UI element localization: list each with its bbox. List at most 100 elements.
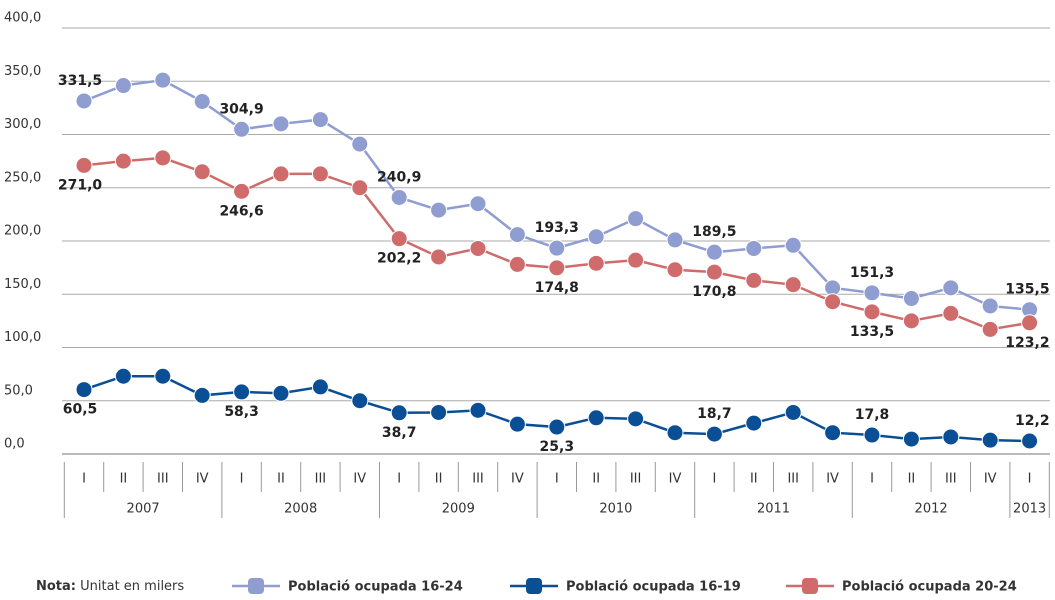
data-label: 18,7: [697, 406, 732, 422]
data-label: 17,8: [855, 407, 890, 423]
y-tick-label: 150,0: [4, 277, 41, 292]
data-point: [627, 210, 645, 228]
data-point: [548, 418, 566, 436]
data-point: [75, 156, 93, 174]
data-point: [193, 163, 211, 181]
data-point: [587, 254, 605, 272]
x-tick-label: IV: [196, 472, 209, 487]
y-tick-label: 0,0: [4, 437, 25, 452]
legend-label: Població ocupada 16-24: [288, 580, 463, 595]
data-label: 123,2: [1005, 335, 1049, 351]
data-point: [942, 428, 960, 446]
data-label: 170,8: [692, 284, 736, 300]
data-point: [942, 279, 960, 297]
y-tick-label: 100,0: [4, 330, 41, 345]
y-tick-label: 400,0: [4, 11, 41, 26]
data-point: [666, 261, 684, 279]
data-point: [981, 431, 999, 449]
data-point: [902, 312, 920, 330]
data-point: [272, 165, 290, 183]
data-point: [311, 165, 329, 183]
data-point: [114, 152, 132, 170]
data-label: 135,5: [1005, 282, 1049, 298]
data-point: [784, 403, 802, 421]
y-tick-label: 50,0: [4, 383, 33, 398]
data-point: [705, 425, 723, 443]
x-tick-label: I: [397, 472, 401, 487]
legend-label: Població ocupada 20-24: [842, 580, 1017, 595]
x-tick-label: I: [240, 472, 244, 487]
x-tick-label: II: [908, 472, 916, 487]
data-point: [784, 276, 802, 294]
data-label: 304,9: [219, 101, 263, 117]
data-point: [193, 386, 211, 404]
data-point: [705, 243, 723, 261]
data-point: [863, 426, 881, 444]
data-point: [114, 77, 132, 95]
data-label: 193,3: [535, 220, 579, 236]
data-point: [430, 403, 448, 421]
data-label: 60,5: [63, 402, 98, 418]
note-text: Unitat en milers: [80, 579, 184, 594]
data-label: 240,9: [377, 169, 421, 185]
note: Nota: Unitat en milers: [36, 579, 184, 594]
data-point: [666, 424, 684, 442]
data-label: 189,5: [692, 224, 736, 240]
x-tick-label: IV: [826, 472, 839, 487]
data-point: [902, 430, 920, 448]
data-label: 151,3: [850, 265, 894, 281]
x-tick-label: II: [750, 472, 758, 487]
y-tick-label: 200,0: [4, 224, 41, 239]
data-label: 202,2: [377, 251, 421, 267]
data-point: [902, 290, 920, 308]
data-label: 331,5: [58, 73, 102, 89]
x-tick-label: I: [555, 472, 559, 487]
data-point: [469, 195, 487, 213]
year-label: 2013: [1013, 502, 1046, 517]
x-tick-label: I: [82, 472, 86, 487]
data-point: [666, 231, 684, 249]
data-point: [508, 226, 526, 244]
data-point: [1021, 314, 1039, 332]
data-point: [233, 120, 251, 138]
y-tick-label: 350,0: [4, 64, 41, 79]
data-point: [469, 401, 487, 419]
data-point: [311, 378, 329, 396]
data-point: [390, 230, 408, 248]
data-label: 38,7: [382, 425, 417, 441]
data-label: 246,6: [219, 203, 263, 219]
data-point: [587, 228, 605, 246]
data-point: [508, 255, 526, 273]
data-point: [390, 188, 408, 206]
data-point: [745, 414, 763, 432]
legend-marker: [248, 578, 264, 594]
data-label: 12,2: [1015, 413, 1050, 429]
data-point: [863, 303, 881, 321]
y-tick-label: 300,0: [4, 117, 41, 132]
data-point: [745, 239, 763, 257]
x-tick-label: III: [630, 472, 642, 487]
x-tick-label: I: [870, 472, 874, 487]
x-tick-label: III: [787, 472, 799, 487]
data-point: [430, 201, 448, 219]
legend-marker: [802, 578, 818, 594]
data-point: [1021, 432, 1039, 450]
data-point: [154, 71, 172, 89]
x-tick-label: IV: [669, 472, 682, 487]
data-point: [233, 182, 251, 200]
x-tick-label: II: [277, 472, 285, 487]
y-tick-label: 250,0: [4, 170, 41, 185]
data-point: [824, 424, 842, 442]
note-label: Nota:: [36, 579, 76, 594]
data-point: [75, 381, 93, 399]
data-point: [351, 179, 369, 197]
data-point: [233, 383, 251, 401]
data-point: [390, 404, 408, 422]
data-point: [981, 320, 999, 338]
data-point: [784, 236, 802, 254]
data-point: [469, 239, 487, 257]
data-point: [942, 304, 960, 322]
x-tick-label: I: [1028, 472, 1032, 487]
data-label: 25,3: [540, 439, 575, 455]
